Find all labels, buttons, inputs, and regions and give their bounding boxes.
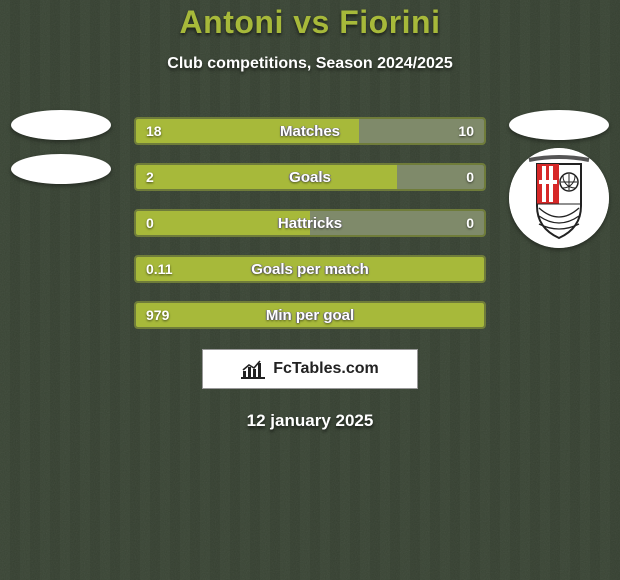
bar-chart-icon xyxy=(241,359,267,379)
player2-badge-zone xyxy=(504,110,614,248)
stat-row: 20Goals xyxy=(134,163,486,191)
bar-fill-left xyxy=(136,257,484,281)
stat-row: 0.11Goals per match xyxy=(134,255,486,283)
club-logo xyxy=(509,148,609,248)
shadow-ellipse xyxy=(11,154,111,184)
bar-fill-left xyxy=(136,303,484,327)
stat-row: 979Min per goal xyxy=(134,301,486,329)
bar-fill-right xyxy=(310,211,484,235)
brand-badge: FcTables.com xyxy=(202,349,418,389)
subtitle: Club competitions, Season 2024/2025 xyxy=(0,55,620,73)
bar-fill-left xyxy=(136,211,310,235)
shadow-ellipse xyxy=(509,110,609,140)
shadow-ellipse xyxy=(11,110,111,140)
player1-name: Antoni xyxy=(180,4,284,40)
stat-row: 00Hattricks xyxy=(134,209,486,237)
stat-row: 1810Matches xyxy=(134,117,486,145)
bar-fill-left xyxy=(136,165,397,189)
bar-fill-left xyxy=(136,119,359,143)
title-vs: vs xyxy=(284,4,339,40)
footer-date: 12 january 2025 xyxy=(0,411,620,431)
brand-text: FcTables.com xyxy=(273,360,379,378)
bar-fill-right xyxy=(359,119,484,143)
stats-bars: 1810Matches 20Goals 00Hattricks 0.11Goals p… xyxy=(134,117,486,329)
player2-name: Fiorini xyxy=(339,4,440,40)
bar-fill-right xyxy=(397,165,484,189)
page-title: Antoni vs Fiorini xyxy=(0,4,620,41)
player1-badge-zone xyxy=(6,110,116,184)
